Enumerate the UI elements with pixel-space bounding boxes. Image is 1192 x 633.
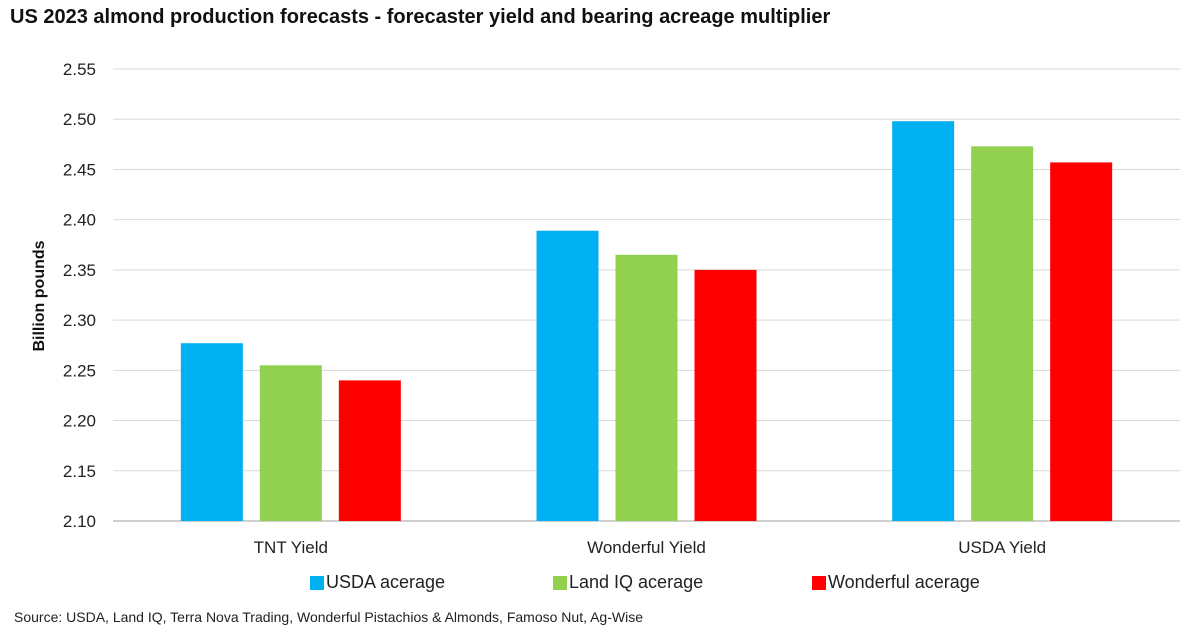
bar — [694, 269, 757, 521]
legend-label: USDA acerage — [326, 572, 446, 592]
legend-item: Wonderful acerage — [812, 572, 980, 593]
bars — [180, 121, 1113, 522]
bar — [892, 121, 955, 521]
y-tick-label: 2.35 — [63, 261, 96, 280]
x-category-label: USDA Yield — [958, 538, 1046, 557]
y-tick-label: 2.25 — [63, 361, 96, 380]
y-tick-label: 2.15 — [63, 462, 96, 481]
y-tick-label: 2.30 — [63, 311, 96, 330]
x-axis-category-labels: TNT Yield Wonderful Yield USDA Yield — [254, 538, 1046, 557]
legend-item: Land IQ acerage — [553, 572, 703, 593]
bar — [180, 343, 243, 521]
y-tick-label: 2.55 — [63, 60, 96, 79]
legend-label: Land IQ acerage — [569, 572, 704, 592]
source-note: Source: USDA, Land IQ, Terra Nova Tradin… — [14, 609, 643, 625]
legend: USDA acerage Land IQ acerage Wonderful ace… — [0, 572, 1192, 598]
y-tick-label: 2.10 — [63, 512, 96, 531]
y-tick-label: 2.20 — [63, 412, 96, 431]
legend-item: USDA acerage — [310, 572, 445, 593]
bar — [259, 365, 322, 521]
legend-label: Wonderful acerage — [828, 572, 980, 592]
legend-swatch — [812, 575, 826, 590]
y-tick-label: 2.50 — [63, 110, 96, 129]
y-tick-label: 2.40 — [63, 211, 96, 230]
x-category-label: Wonderful Yield — [587, 538, 706, 557]
x-category-label: TNT Yield — [254, 538, 328, 557]
bar — [536, 230, 599, 521]
y-tick-label: 2.45 — [63, 160, 96, 179]
y-axis-label: Billion pounds — [31, 240, 48, 351]
bar — [971, 146, 1034, 521]
bar — [1050, 162, 1113, 521]
y-axis-tick-labels: 2.10 2.15 2.20 2.25 2.30 2.35 2.40 2.45 2.50 2.55 — [63, 60, 96, 531]
legend-swatch — [553, 575, 567, 590]
bar — [615, 254, 678, 522]
chart-title: US 2023 almond production forecasts - fo… — [10, 6, 831, 28]
legend-swatch — [310, 575, 324, 590]
bar — [338, 380, 401, 521]
